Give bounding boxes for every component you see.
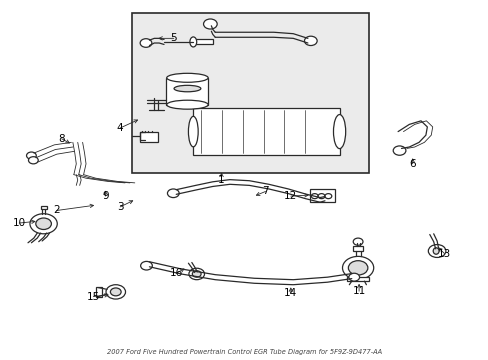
Text: 3: 3 — [117, 202, 123, 212]
Circle shape — [140, 39, 152, 47]
Circle shape — [311, 194, 318, 199]
Text: 14: 14 — [284, 288, 297, 298]
Text: 5: 5 — [170, 33, 177, 43]
Text: 16: 16 — [169, 268, 183, 278]
Circle shape — [28, 157, 38, 164]
Bar — [96, 287, 102, 297]
Text: 10: 10 — [13, 218, 26, 228]
Circle shape — [427, 244, 445, 257]
Circle shape — [188, 268, 204, 280]
Text: 4: 4 — [117, 123, 123, 133]
Text: 9: 9 — [102, 191, 109, 201]
Ellipse shape — [166, 100, 208, 109]
Text: 2: 2 — [53, 206, 60, 216]
Circle shape — [203, 19, 217, 29]
Circle shape — [318, 194, 325, 199]
Text: 12: 12 — [284, 191, 297, 201]
Text: 6: 6 — [408, 159, 415, 169]
Circle shape — [167, 189, 179, 198]
Text: 15: 15 — [86, 292, 100, 302]
Ellipse shape — [166, 73, 208, 82]
Circle shape — [352, 238, 362, 245]
Circle shape — [141, 261, 152, 270]
Ellipse shape — [189, 37, 196, 47]
Bar — [352, 246, 363, 251]
Ellipse shape — [333, 114, 345, 149]
Text: 8: 8 — [58, 134, 65, 144]
Circle shape — [325, 194, 331, 199]
Text: 2007 Ford Five Hundred Powertrain Control EGR Tube Diagram for 5F9Z-9D477-AA: 2007 Ford Five Hundred Powertrain Contro… — [107, 349, 381, 355]
Circle shape — [342, 256, 373, 279]
Circle shape — [348, 273, 359, 281]
Circle shape — [36, 218, 51, 229]
Bar — [346, 277, 368, 281]
Circle shape — [304, 36, 317, 45]
Bar — [140, 132, 158, 142]
Bar — [41, 206, 46, 210]
Circle shape — [192, 271, 201, 277]
Circle shape — [26, 152, 36, 159]
Ellipse shape — [174, 85, 201, 92]
Bar — [310, 189, 334, 202]
Circle shape — [30, 214, 57, 234]
Circle shape — [106, 285, 125, 299]
Bar — [132, 13, 368, 173]
Text: 7: 7 — [262, 186, 268, 197]
Bar — [166, 78, 207, 105]
Text: 11: 11 — [352, 286, 365, 296]
Circle shape — [392, 146, 405, 155]
Bar — [193, 40, 212, 44]
Ellipse shape — [432, 248, 438, 254]
Circle shape — [110, 288, 121, 296]
Ellipse shape — [188, 116, 198, 147]
Circle shape — [347, 261, 367, 275]
Bar — [193, 108, 339, 155]
Text: 1: 1 — [218, 175, 224, 185]
Text: 13: 13 — [437, 248, 450, 258]
